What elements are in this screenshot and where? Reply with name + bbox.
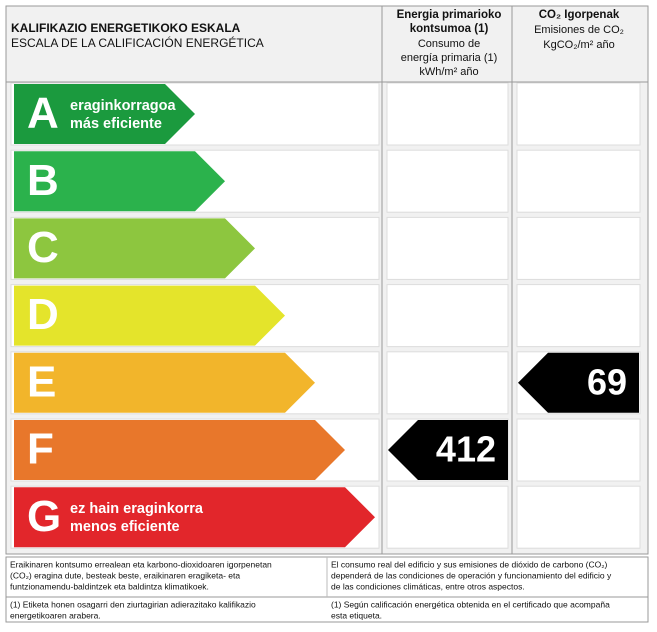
column-subtitle: energía primaria (1) — [401, 52, 498, 64]
column-title: CO₂ Igorpenak — [539, 9, 620, 21]
rating-value: 69 — [587, 361, 627, 402]
column-subtitle: kWh/m² año — [419, 66, 478, 78]
column-subtitle: Consumo de — [418, 38, 480, 50]
footer-text: (1) Según calificación energética obteni… — [331, 599, 610, 609]
header-title: KALIFIKAZIO ENERGETIKOKO ESKALA — [11, 21, 241, 35]
value-cell — [516, 485, 641, 549]
footer-text: (CO₂) eragina dute, besteak beste, eraik… — [10, 570, 240, 580]
rating-marker — [518, 352, 639, 413]
grade-letter: A — [27, 89, 59, 138]
footer-text: esta etiqueta. — [331, 610, 382, 620]
grade-label: ez hain eraginkorra — [70, 501, 204, 517]
header-cell — [381, 5, 513, 83]
header-cell — [5, 5, 383, 83]
grade-letter: C — [27, 223, 59, 272]
grade-arrow — [14, 218, 255, 279]
column-title: Energia primarioko — [397, 9, 502, 21]
header-cell — [511, 5, 649, 83]
footer-text: energetikoaren arabera. — [10, 610, 101, 620]
grade-arrow — [14, 487, 375, 548]
column-title: kontsumoa (1) — [410, 23, 489, 35]
rating-value: 412 — [436, 429, 496, 470]
value-cell — [516, 216, 641, 280]
value-cell — [516, 284, 641, 348]
value-cell — [386, 82, 509, 146]
footer-text: (1) Etiketa honen osagarri den ziurtagir… — [10, 599, 256, 609]
grade-label: eraginkorragoa — [70, 98, 176, 114]
footer-text: funtzionamendu-baldintzek eta baldintza … — [10, 581, 209, 591]
grade-label: más eficiente — [70, 116, 162, 132]
column-subtitle: Emisiones de CO₂ — [534, 24, 624, 36]
grade-label: menos eficiente — [70, 519, 180, 535]
grade-arrow — [14, 352, 315, 413]
grade-letter: G — [27, 492, 61, 541]
footer-text: Eraikinaren kontsumo errealean eta karbo… — [10, 559, 272, 569]
value-cell — [386, 284, 509, 348]
value-cell — [516, 82, 641, 146]
grade-letter: B — [27, 156, 59, 205]
value-cell — [516, 418, 641, 482]
footer-text: El consumo real del edificio y sus emisi… — [331, 559, 608, 569]
grade-arrow — [14, 84, 195, 144]
rating-marker — [388, 420, 508, 480]
footer-text: de las condiciones climáticas, entre otr… — [331, 581, 525, 591]
grade-arrow — [14, 285, 285, 346]
value-cell — [516, 149, 641, 213]
grade-arrow — [14, 151, 225, 212]
grade-letter: E — [27, 357, 56, 406]
value-cell — [386, 485, 509, 549]
grade-arrow — [14, 420, 345, 480]
grade-letter: F — [27, 425, 54, 474]
footer-text: dependerá de las condiciones de operació… — [331, 570, 612, 580]
header-subtitle: ESCALA DE LA CALIFICACIÓN ENERGÉTICA — [11, 35, 264, 50]
grade-letter: D — [27, 290, 59, 339]
value-cell — [386, 149, 509, 213]
value-cell — [386, 216, 509, 280]
column-subtitle: KgCO₂/m² año — [543, 39, 615, 51]
value-cell — [386, 351, 509, 415]
